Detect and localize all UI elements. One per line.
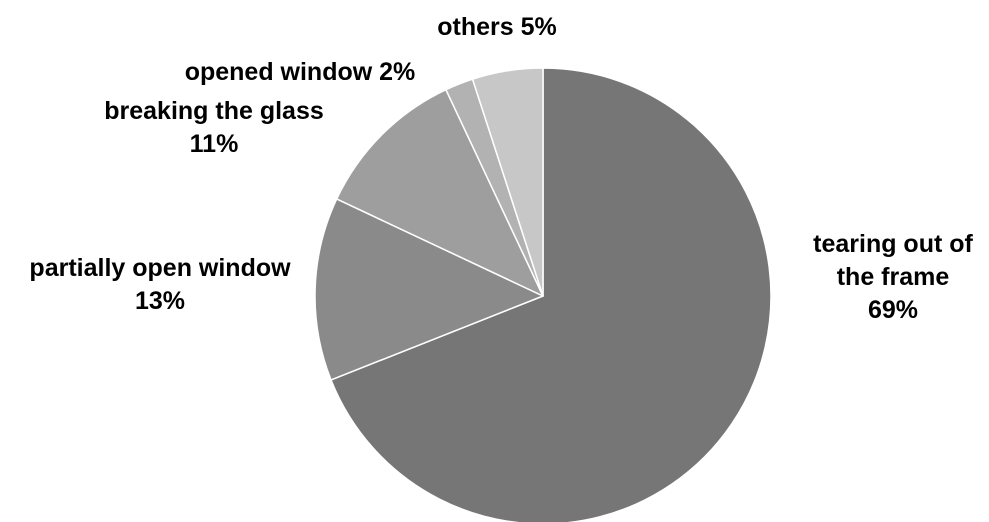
data-label-tearing-out-of-the-frame: tearing out of the frame 69% bbox=[813, 230, 973, 324]
data-label-others: others 5% bbox=[437, 13, 556, 41]
pie-slice-breaking-the-glass bbox=[335, 88, 544, 297]
pie-slice-others bbox=[471, 67, 544, 297]
pie-labels: tearing out of the frame 69% partially open… bbox=[29, 13, 973, 324]
data-label-partially-open-window: partially open window 13% bbox=[29, 254, 291, 315]
pie-slice-partially-open-window bbox=[314, 198, 544, 381]
data-label-opened-window: opened window 2% bbox=[185, 58, 416, 86]
pie-slice-tearing-out-of-the-frame bbox=[330, 67, 772, 522]
data-label-breaking-the-glass: breaking the glass 11% bbox=[104, 97, 324, 158]
pie-slices bbox=[314, 67, 772, 522]
